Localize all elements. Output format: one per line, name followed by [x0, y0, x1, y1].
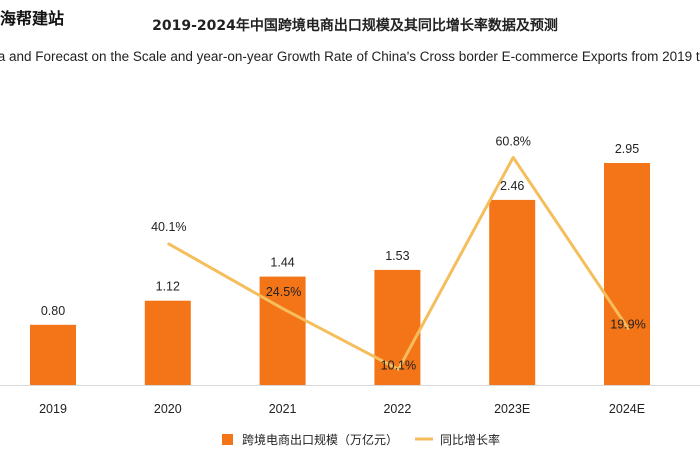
- watermark: 海帮建站: [0, 9, 64, 28]
- bar-2021: [259, 276, 306, 385]
- growth-value-labels: 40.1% 24.5% 10.1% 60.8% 19.9%: [151, 134, 646, 372]
- bar-2020: [144, 300, 191, 385]
- growth-value-label: 10.1%: [381, 358, 416, 372]
- growth-line: [167, 155, 630, 371]
- bar-2024E: [604, 163, 650, 385]
- bar-2023E: [489, 199, 536, 385]
- bar-value-label: 2.95: [615, 142, 639, 156]
- x-axis-tick-labels: 2019 2020 2021 2022 2023E 2024E: [39, 402, 645, 416]
- x-tick-label: 2021: [269, 402, 297, 416]
- growth-value-label: 24.5%: [266, 285, 301, 299]
- legend-line-label: 同比增长率: [440, 432, 500, 447]
- growth-value-label: 40.1%: [151, 220, 186, 234]
- x-tick-label: 2024E: [609, 402, 645, 416]
- x-tick-label: 2019: [39, 402, 67, 416]
- bar-value-label: 0.80: [41, 304, 65, 318]
- legend-bar-label: 跨境电商出口规模（万亿元）: [242, 432, 398, 447]
- bar-value-label: 1.12: [156, 280, 180, 294]
- bar-series: [30, 163, 650, 385]
- x-tick-label: 2020: [154, 402, 182, 416]
- bar-value-label: 1.44: [270, 256, 294, 270]
- bar-2019: [30, 324, 76, 385]
- x-tick-label: 2022: [383, 402, 411, 416]
- bar-value-label: 1.53: [385, 249, 409, 263]
- chart-subtitle: ta and Forecast on the Scale and year-on…: [0, 49, 700, 64]
- bar-value-labels: 0.80 1.12 1.44 1.53 2.46 2.95: [41, 142, 639, 318]
- legend: 跨境电商出口规模（万亿元） 同比增长率: [222, 432, 500, 447]
- growth-value-label: 60.8%: [495, 134, 530, 148]
- x-tick-label: 2023E: [494, 402, 530, 416]
- bar-2022: [374, 269, 421, 385]
- legend-bar-swatch: [222, 434, 233, 445]
- growth-value-label: 19.9%: [610, 317, 645, 331]
- chart-title: 2019-2024年中国跨境电商出口规模及其同比增长率数据及预测: [152, 17, 558, 34]
- bar-value-label: 2.46: [500, 179, 524, 193]
